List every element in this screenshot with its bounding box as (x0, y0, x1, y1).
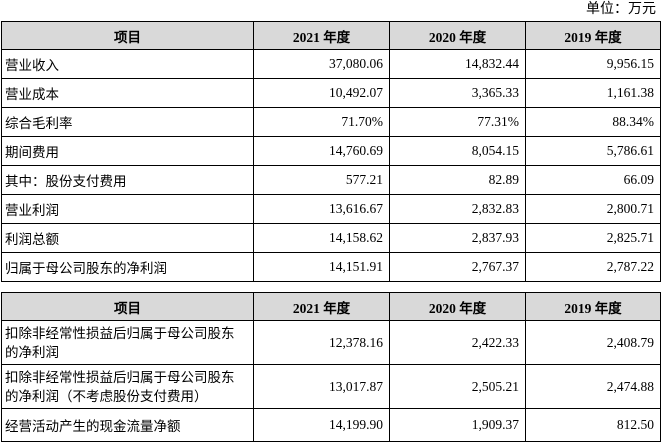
value-2020: 2,837.93 (389, 223, 526, 253)
row-label: 营业收入 (1, 49, 254, 79)
value-2021: 37,080.06 (253, 49, 390, 79)
table-row: 综合毛利率 71.70% 77.31% 88.34% (1, 107, 661, 137)
value-2020: 3,365.33 (389, 78, 526, 108)
value-2020: 82.89 (389, 165, 526, 195)
financial-summary-table: 项目 2021 年度 2020 年度 2019 年度 营业收入 37,080.0… (1, 21, 661, 282)
value-2021: 14,760.69 (253, 136, 390, 166)
value-2020: 77.31% (389, 107, 526, 137)
table-row: 经营活动产生的现金流量净额 14,199.90 1,909.37 812.50 (1, 408, 661, 442)
value-2019: 66.09 (525, 165, 661, 195)
header-item: 项目 (1, 21, 254, 50)
value-2021: 71.70% (253, 107, 390, 137)
row-label: 利润总额 (1, 223, 254, 253)
value-2020: 2,832.83 (389, 194, 526, 224)
header-2019: 2019 年度 (525, 292, 661, 321)
row-label: 综合毛利率 (1, 107, 254, 137)
row-label: 其中：股份支付费用 (1, 165, 254, 195)
value-2019: 1,161.38 (525, 78, 661, 108)
table-header-row: 项目 2021 年度 2020 年度 2019 年度 (1, 21, 661, 50)
value-2021: 13,616.67 (253, 194, 390, 224)
row-label: 期间费用 (1, 136, 254, 166)
value-2020: 14,832.44 (389, 49, 526, 79)
value-2019: 9,956.15 (525, 49, 661, 79)
row-label: 扣除非经常性损益后归属于母公司股东的净利润 (1, 320, 254, 365)
value-2021: 577.21 (253, 165, 390, 195)
value-2020: 2,422.33 (389, 320, 526, 365)
value-2019: 812.50 (525, 408, 661, 442)
value-2019: 2,474.88 (525, 364, 661, 409)
table-row: 其中：股份支付费用 577.21 82.89 66.09 (1, 165, 661, 195)
value-2021: 14,151.91 (253, 252, 390, 282)
unit-label: 单位：万元 (586, 2, 656, 17)
table-row: 营业成本 10,492.07 3,365.33 1,161.38 (1, 78, 661, 108)
header-2019: 2019 年度 (525, 21, 661, 50)
table-header-row: 项目 2021 年度 2020 年度 2019 年度 (1, 292, 661, 321)
value-2020: 2,505.21 (389, 364, 526, 409)
row-label: 营业利润 (1, 194, 254, 224)
table-row: 营业收入 37,080.06 14,832.44 9,956.15 (1, 49, 661, 79)
table-row: 利润总额 14,158.62 2,837.93 2,825.71 (1, 223, 661, 253)
table-row: 营业利润 13,616.67 2,832.83 2,800.71 (1, 194, 661, 224)
value-2021: 13,017.87 (253, 364, 390, 409)
value-2019: 2,800.71 (525, 194, 661, 224)
value-2020: 1,909.37 (389, 408, 526, 442)
header-2020: 2020 年度 (389, 292, 526, 321)
value-2020: 8,054.15 (389, 136, 526, 166)
value-2021: 14,199.90 (253, 408, 390, 442)
row-label: 归属于母公司股东的净利润 (1, 252, 254, 282)
table-row: 归属于母公司股东的净利润 14,151.91 2,767.37 2,787.22 (1, 252, 661, 282)
value-2021: 12,378.16 (253, 320, 390, 365)
header-2021: 2021 年度 (253, 21, 390, 50)
row-label: 营业成本 (1, 78, 254, 108)
value-2021: 10,492.07 (253, 78, 390, 108)
value-2019: 5,786.61 (525, 136, 661, 166)
row-label: 扣除非经常性损益后归属于母公司股东的净利润（不考虑股份支付费用） (1, 364, 254, 409)
header-2020: 2020 年度 (389, 21, 526, 50)
adjusted-profit-table: 项目 2021 年度 2020 年度 2019 年度 扣除非经常性损益后归属于母… (1, 292, 661, 442)
table-row: 扣除非经常性损益后归属于母公司股东的净利润 12,378.16 2,422.33… (1, 320, 661, 365)
value-2021: 14,158.62 (253, 223, 390, 253)
value-2019: 88.34% (525, 107, 661, 137)
value-2019: 2,408.79 (525, 320, 661, 365)
table-row: 扣除非经常性损益后归属于母公司股东的净利润（不考虑股份支付费用） 13,017.… (1, 364, 661, 409)
header-2021: 2021 年度 (253, 292, 390, 321)
value-2020: 2,767.37 (389, 252, 526, 282)
row-label: 经营活动产生的现金流量净额 (1, 408, 254, 442)
value-2019: 2,825.71 (525, 223, 661, 253)
table-row: 期间费用 14,760.69 8,054.15 5,786.61 (1, 136, 661, 166)
value-2019: 2,787.22 (525, 252, 661, 282)
header-item: 项目 (1, 292, 254, 321)
